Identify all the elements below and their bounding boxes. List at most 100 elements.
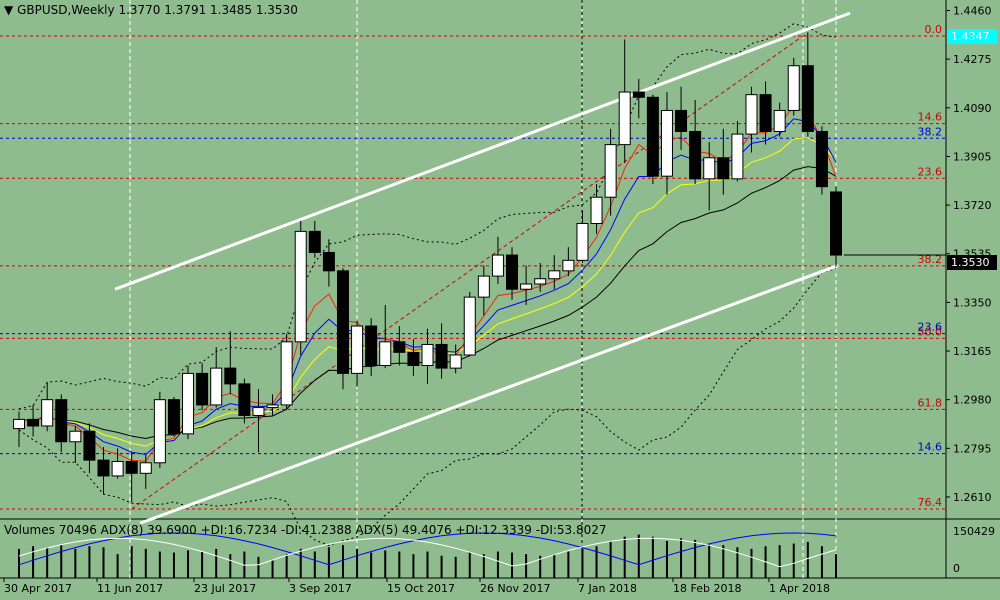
candle-body <box>308 230 321 253</box>
time-axis-label-3: 3 Sep 2017 <box>289 582 352 595</box>
candle <box>421 328 434 384</box>
candle <box>506 247 519 300</box>
candle-body <box>731 133 744 180</box>
candle <box>449 344 462 374</box>
candle-body <box>604 144 617 198</box>
candle <box>801 32 814 137</box>
time-axis-label-5: 26 Nov 2017 <box>480 582 550 595</box>
candle-body <box>294 230 307 343</box>
candle <box>787 57 800 116</box>
candle-body <box>97 459 110 477</box>
candle <box>604 128 617 216</box>
fib-blue-label-1: 23.6 <box>918 321 943 334</box>
candle <box>41 382 54 432</box>
fib-red-label-1: 14.6 <box>918 111 943 124</box>
candle <box>27 404 40 437</box>
candle <box>139 454 152 490</box>
candle-body <box>435 343 448 369</box>
volume-axis-label-1: 0 <box>953 562 960 575</box>
candle-body <box>477 275 490 298</box>
bid-price-label: 1.4347 <box>947 29 997 44</box>
fib-blue-label-2: 14.6 <box>918 441 943 454</box>
indicator-header: Volumes 70496 ADX(8) 39.6900 +DI:16.7234… <box>4 523 607 537</box>
candle-body <box>491 254 504 277</box>
fib-trend-line <box>131 32 809 510</box>
candle-body <box>632 91 645 98</box>
candle-body <box>689 130 702 180</box>
candle-body <box>506 254 519 290</box>
candle <box>280 333 293 411</box>
candle <box>336 268 349 390</box>
candle-body <box>830 191 842 256</box>
candle-body <box>759 94 772 132</box>
candle <box>745 86 758 153</box>
candle <box>731 120 744 182</box>
candle <box>125 452 138 503</box>
candle-body <box>576 223 589 261</box>
candle-body <box>182 372 195 435</box>
fib-blue-label-0: 38.2 <box>918 125 943 138</box>
candle-body <box>139 462 152 474</box>
adx-blue-line <box>18 532 837 566</box>
candle-body <box>322 251 335 272</box>
adx-white-line <box>18 537 837 568</box>
candle-body <box>548 270 561 280</box>
candle <box>477 265 490 316</box>
time-axis-label-6: 7 Jan 2018 <box>578 582 637 595</box>
candle <box>646 94 659 185</box>
candle <box>69 425 82 463</box>
candle-body <box>280 341 293 406</box>
time-axis-label-7: 18 Feb 2018 <box>673 582 741 595</box>
candle <box>618 39 631 164</box>
candle <box>773 102 786 137</box>
dropdown-triangle-icon[interactable]: ▼ <box>4 3 14 17</box>
price-tick-label-9: 1.2795 <box>953 442 992 455</box>
candle-body <box>534 278 547 285</box>
fib-red-label-5: 61.8 <box>918 396 943 409</box>
candle-body <box>196 372 209 406</box>
candle-body <box>646 96 659 177</box>
ma-yellow-line <box>18 137 837 447</box>
bollinger-upper-band <box>18 23 837 410</box>
candle <box>660 92 673 195</box>
time-axis-label-1: 11 Jun 2017 <box>97 582 163 595</box>
candle-body <box>421 343 434 366</box>
candle-body <box>773 109 786 132</box>
candle <box>675 86 688 150</box>
price-tick-label-8: 1.2980 <box>953 394 992 407</box>
candle-body <box>27 418 40 427</box>
candle-body <box>393 341 406 353</box>
candle <box>322 239 335 287</box>
candle-body <box>787 65 800 111</box>
candle <box>266 394 279 416</box>
candle-body <box>717 157 730 180</box>
candle <box>167 397 180 437</box>
candle <box>520 265 533 306</box>
candle <box>689 99 702 185</box>
candle <box>210 347 223 408</box>
fib-red-label-3: 38.2 <box>918 253 943 266</box>
candle <box>294 220 307 355</box>
candle <box>308 220 321 258</box>
candle <box>83 423 96 474</box>
fib-red-label-0: 0.0 <box>925 23 943 36</box>
candle-body <box>153 399 166 464</box>
candle <box>548 255 561 290</box>
price-tick-label-2: 1.4090 <box>953 102 992 115</box>
candle-body <box>125 460 138 474</box>
ohlc-values: 1.3770 1.3791 1.3485 1.3530 <box>118 3 298 17</box>
candle <box>534 262 547 292</box>
candle-body <box>83 430 96 461</box>
candle <box>379 305 392 369</box>
candle-body <box>618 91 631 146</box>
candle <box>238 378 251 424</box>
candle-body <box>407 351 420 366</box>
price-tick-label-1: 1.4275 <box>953 53 992 66</box>
candle <box>717 128 730 195</box>
candle-body <box>365 325 378 366</box>
candle-body <box>675 109 688 132</box>
chart-header: ▼ GBPUSD,Weekly 1.3770 1.3791 1.3485 1.3… <box>4 3 298 17</box>
candle <box>97 447 110 495</box>
candle-body <box>210 367 223 406</box>
